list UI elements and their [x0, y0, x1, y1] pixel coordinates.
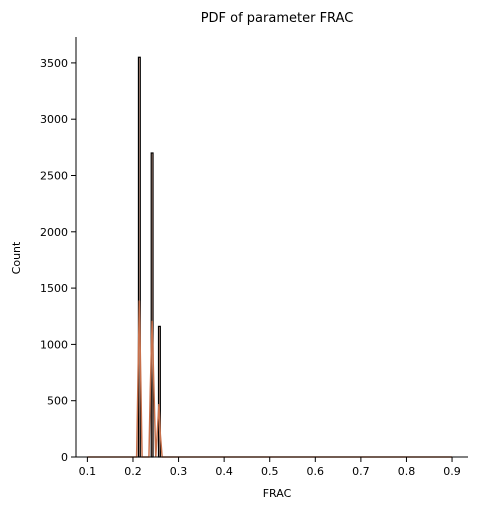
histogram-bar	[150, 152, 154, 458]
chart-title: PDF of parameter FRAC	[201, 11, 354, 26]
y-tick-label: 2000	[40, 226, 68, 239]
kde-line	[87, 300, 453, 458]
y-tick-label: 1000	[40, 338, 68, 351]
y-axis-label: Count	[10, 241, 23, 274]
y-tick-label: 2500	[40, 169, 68, 182]
x-axis-label: FRAC	[263, 487, 292, 500]
x-tick-label: 0.2	[124, 465, 142, 478]
x-tick-label: 0.8	[398, 465, 416, 478]
y-tick-label: 3500	[40, 57, 68, 70]
x-ticks-layer: 0.1 0.2 0.3 0.4 0.5 0.6 0.7 0.8 0.9	[79, 457, 461, 478]
x-tick-label: 0.9	[443, 465, 461, 478]
y-tick-label: 3000	[40, 113, 68, 126]
x-tick-label: 0.6	[307, 465, 325, 478]
x-tick-label: 0.4	[215, 465, 233, 478]
x-tick-label: 0.3	[170, 465, 188, 478]
y-tick-label: 1500	[40, 282, 68, 295]
y-tick-label: 0	[61, 451, 68, 464]
y-tick-label: 500	[47, 395, 68, 408]
histogram-bar	[137, 56, 141, 458]
x-tick-label: 0.7	[352, 465, 370, 478]
axes-layer	[75, 37, 468, 458]
x-tick-label: 0.5	[261, 465, 279, 478]
x-tick-label: 0.1	[79, 465, 97, 478]
y-ticks-layer: 0 500 1000 1500 2000 2500 3000 3500	[40, 57, 76, 464]
